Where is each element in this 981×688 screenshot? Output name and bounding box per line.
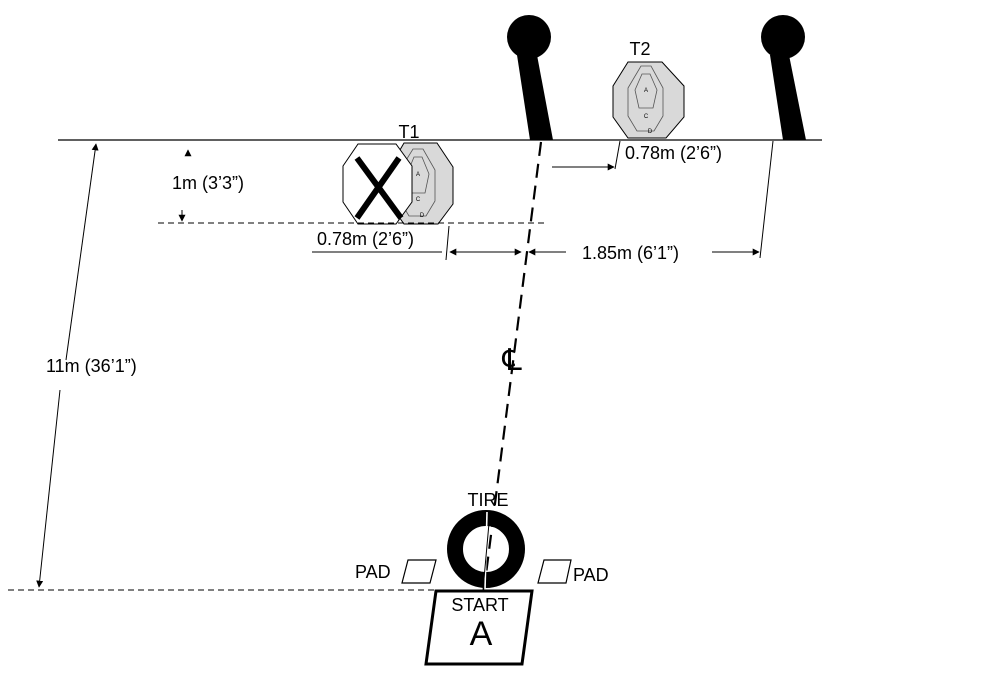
start-letter: A	[470, 615, 493, 653]
pad-left-label: PAD	[355, 562, 391, 582]
pad-left	[401, 559, 437, 584]
pad-right-label: PAD	[573, 565, 609, 585]
t1-zone-a: A	[416, 172, 420, 178]
offset-t1-ext	[445, 225, 450, 261]
start-box	[424, 589, 534, 666]
t1-label: T1	[398, 122, 419, 142]
t2-zone-a: A	[644, 88, 648, 94]
t2-zone-d: D	[648, 129, 653, 135]
no-shoot-target	[342, 143, 413, 225]
offset-t2-ext	[614, 140, 621, 170]
popper-right	[761, 15, 806, 140]
distance-11m-arrow	[65, 143, 99, 361]
t1-zone-d: D	[420, 213, 425, 219]
t1-zone-c: C	[416, 197, 421, 203]
t2-zone-c: C	[644, 114, 649, 120]
centerline-symbol: ℄	[499, 344, 526, 377]
target-t2: A C D	[612, 61, 685, 139]
tire-label: TIRE	[467, 490, 508, 510]
spread-ext	[759, 140, 774, 259]
distance-11m-label: 11m (36’1”)	[46, 356, 137, 376]
pad-right	[537, 559, 572, 584]
offset-t2-label: 0.78m (2’6”)	[625, 143, 722, 163]
start-label: START	[451, 595, 508, 615]
distance-11m-arrow-bottom	[36, 389, 61, 588]
popper-left	[507, 15, 553, 140]
offset-t1-label: 0.78m (2’6”)	[317, 229, 414, 249]
tire	[447, 510, 525, 591]
spread-label: 1.85m (6’1”)	[582, 243, 679, 263]
height-1m-label: 1m (3’3”)	[172, 173, 244, 193]
t2-label: T2	[629, 39, 650, 59]
